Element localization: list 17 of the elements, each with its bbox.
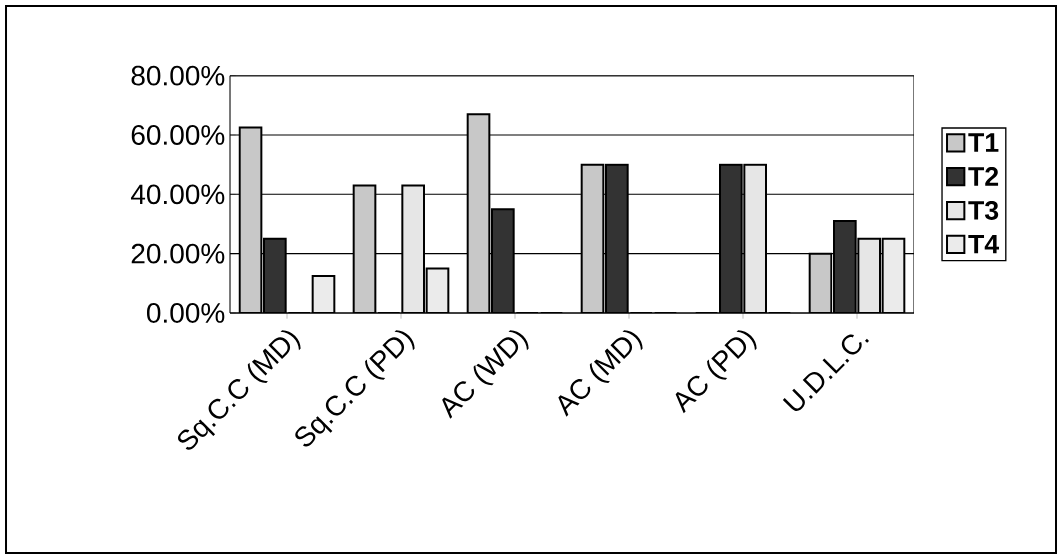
- y-tick-label: 40.00%: [130, 184, 225, 205]
- bar: [492, 209, 514, 313]
- bar: [606, 164, 628, 313]
- bar: [833, 220, 857, 313]
- y-tick-label: 80.00%: [131, 65, 225, 86]
- bar: [720, 164, 742, 313]
- legend-label: T3: [968, 201, 999, 220]
- legend-label: T1: [968, 133, 999, 152]
- y-tick-label: 0.00%: [146, 303, 225, 323]
- bar: [857, 237, 881, 313]
- bar: [402, 185, 424, 313]
- legend-label: T2: [968, 167, 999, 186]
- legend-label: T4: [968, 234, 999, 254]
- y-tick-label: 60.00%: [131, 125, 225, 145]
- bar: [744, 164, 766, 313]
- y-tick-label: 20.00%: [131, 243, 225, 264]
- bar: [264, 238, 286, 313]
